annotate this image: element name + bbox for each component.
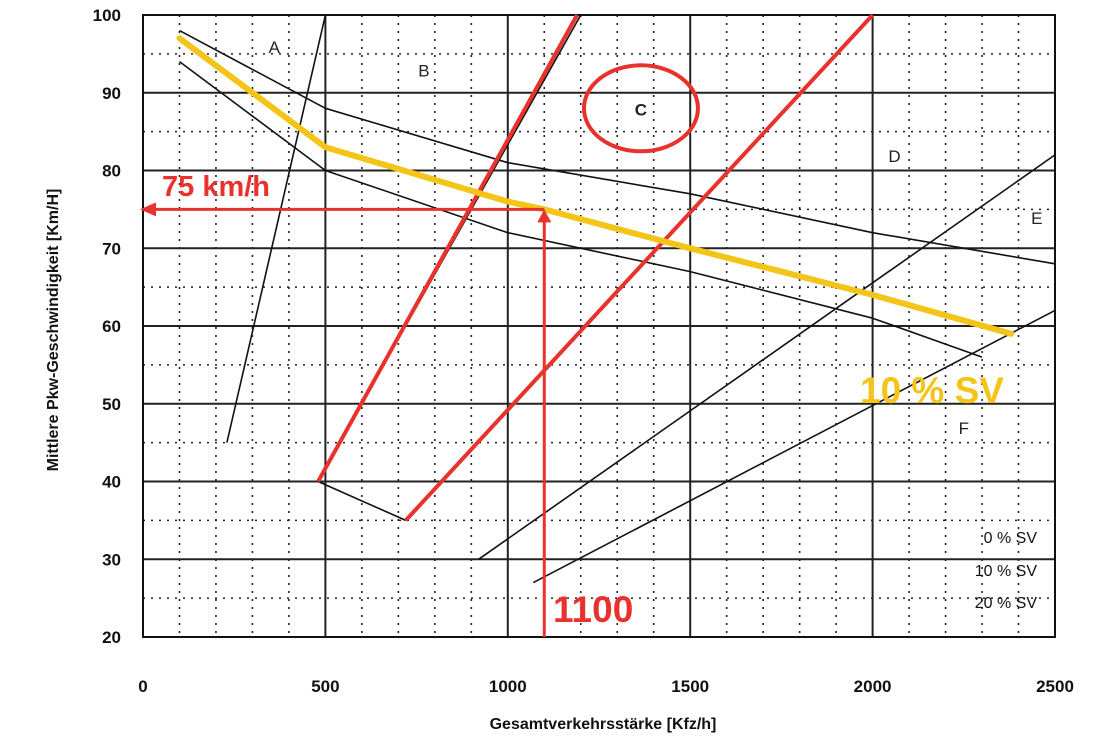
region-c-highlight-circle [581,63,700,154]
y-tick-label: 80 [102,162,121,181]
plot-frame [142,14,1056,638]
region-label-b: B [418,61,429,80]
highlighted-boundary-line [316,14,579,483]
legend-entry-1: 10 % SV [975,563,1038,580]
y-tick-label: 40 [102,473,121,492]
region-label-a: A [269,38,281,57]
y-tick-label: 90 [102,84,121,103]
volume-arrowhead [537,209,552,223]
x-axis-title: Gesamtverkehrsstärke [Kfz/h] [490,716,717,733]
region-boundary-line [317,480,407,522]
y-tick-label: 70 [102,239,121,258]
y-axis-title: Mittlere Pkw-Geschwindigkeit [Km/H] [45,189,62,472]
legend-entry-0: 0 % SV [984,530,1038,547]
region-boundary-line [532,309,1056,584]
curve-annotation: 10 % SV [860,370,1004,411]
region-label-f: F [959,419,969,438]
y-tick-label: 100 [93,6,121,25]
volume-annotation: 1100 [553,589,633,630]
grid [143,15,1055,637]
region-label-d: D [888,147,900,166]
region-label-c: C [635,100,647,119]
tick-labels: 0 500 1000 1500 2000 2500 20 30 40 50 60 70 80 90 100 [93,6,1074,696]
y-tick-label: 20 [102,628,121,647]
x-tick-label: 1000 [489,677,527,696]
region-labels: A B C D E F [269,38,1043,438]
legend: 0 % SV 10 % SV 20 % SV [975,530,1038,612]
speed-annotation: 75 km/h [162,171,270,203]
annotations: 75 km/h 1100 10 % SV [162,171,1004,630]
highlighted-boundary-line [404,13,875,522]
data-lines [140,13,1056,637]
region-boundary-line [478,154,1056,560]
y-tick-label: 60 [102,317,121,336]
y-tick-label: 50 [102,395,121,414]
x-tick-label: 2000 [854,677,892,696]
speed-curve [179,29,1056,265]
speed-curve [179,60,983,358]
speed-arrowhead [140,202,156,217]
x-tick-label: 1500 [671,677,709,696]
x-tick-label: 500 [311,677,339,696]
highlighted-speed-curve [176,35,1015,337]
y-tick-label: 30 [102,550,121,569]
x-tick-label: 0 [138,677,147,696]
region-label-e: E [1031,209,1042,228]
legend-entry-2: 20 % SV [975,595,1038,612]
x-tick-label: 2500 [1036,677,1074,696]
region-boundary-line [226,14,327,443]
